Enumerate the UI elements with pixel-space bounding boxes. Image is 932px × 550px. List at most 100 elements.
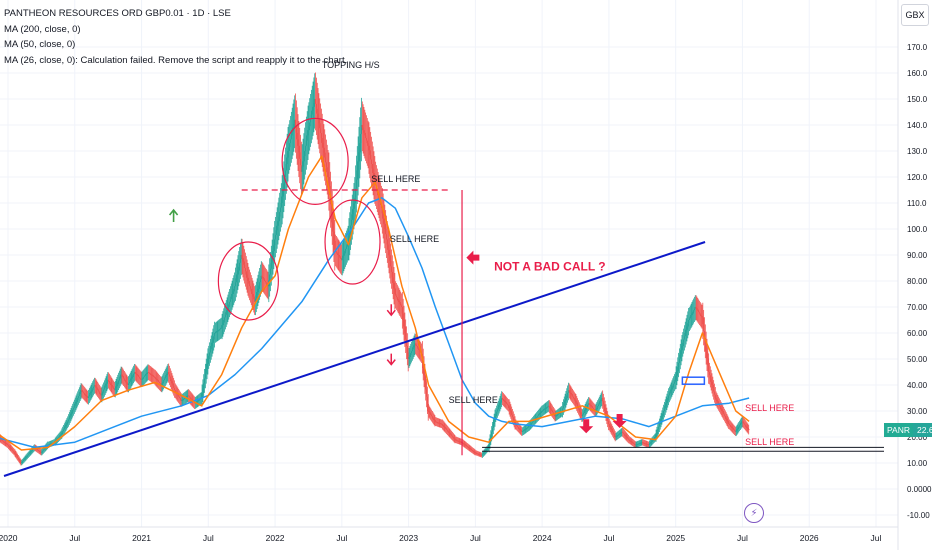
price-candle-body (372, 168, 374, 174)
price-candle-body (64, 426, 66, 428)
price-candle-body (228, 304, 230, 307)
price-candle-body (729, 424, 732, 426)
price-candle-body (582, 412, 585, 415)
price-candle-body (475, 452, 478, 454)
price-candle-body (82, 391, 84, 393)
price-candle-body (581, 414, 583, 417)
pattern-circle[interactable] (324, 199, 381, 285)
price-candle-body (642, 442, 644, 444)
lightning-bolt-icon[interactable]: ⚡ (744, 503, 764, 523)
price-candle-body (698, 312, 701, 314)
price-candle-body (652, 439, 654, 441)
price-candle-body (87, 396, 90, 398)
trendline[interactable] (3, 241, 706, 477)
price-candle-body (62, 429, 65, 432)
left-arrow-icon (466, 250, 480, 265)
price-candle-body (369, 150, 371, 155)
price-candle-body (213, 336, 215, 340)
price-candle-body (154, 377, 157, 379)
price-candle-body (449, 432, 451, 434)
highlight-box[interactable] (681, 376, 706, 385)
price-candle-body (2, 440, 5, 442)
price-candle-body (501, 398, 504, 399)
price-candle-body (697, 310, 700, 313)
pattern-circle[interactable] (217, 241, 279, 321)
price-candle-body (401, 307, 404, 314)
price-candle-body (521, 430, 523, 432)
price-candle-body (697, 309, 699, 311)
annotation-sell5[interactable]: SELL HERE (745, 437, 794, 447)
price-candle-body (510, 410, 512, 413)
price-candle-body (147, 372, 150, 373)
price-candle-body (19, 460, 21, 462)
price-candle-body (198, 399, 201, 401)
price-candle-body (234, 282, 237, 287)
price-candle-body (432, 417, 434, 419)
price-candle-body (386, 239, 389, 245)
price-candle-body (536, 416, 538, 418)
price-candle-body (22, 460, 25, 462)
price-candle-body (305, 140, 308, 146)
annotation-sell4[interactable]: SELL HERE (745, 403, 794, 413)
price-candle-body (105, 383, 107, 386)
price-candle-body (143, 375, 146, 377)
price-candle-body (262, 277, 264, 279)
price-candle-body (236, 274, 238, 279)
price-candle-body (500, 400, 502, 403)
price-candle-body (571, 395, 574, 397)
price-candle-body (318, 118, 320, 124)
last-price-tag: PANR 22.65 (884, 423, 932, 437)
price-candle-body (687, 323, 689, 327)
currency-selector[interactable]: GBX (901, 4, 929, 26)
price-candle-body (125, 381, 127, 383)
price-candle-body (536, 415, 539, 417)
price-candle-body (605, 411, 607, 415)
price-candle-body (742, 421, 744, 423)
price-candle-body (711, 381, 713, 385)
price-candle-body (333, 231, 335, 241)
price-candle-body (3, 441, 5, 443)
price-candle-body (291, 131, 293, 136)
price-candle-body (48, 444, 51, 446)
price-candle-body (587, 403, 590, 405)
price-candle-body (206, 363, 208, 369)
price-candle-body (109, 382, 111, 384)
price-candle-body (657, 429, 659, 432)
pattern-circle[interactable] (281, 117, 349, 205)
annotation-sell2[interactable]: SELL HERE (390, 234, 439, 244)
price-candle-body (221, 325, 223, 328)
price-candle-body (412, 347, 414, 350)
price-candle-body (248, 283, 251, 287)
price-candle-body (394, 294, 397, 296)
price-candle-body (616, 435, 618, 437)
price-candle-body (90, 391, 92, 394)
price-candle-body (736, 429, 738, 431)
price-candle-body (514, 421, 516, 424)
price-candle-body (622, 432, 625, 434)
annotation-sell1[interactable]: SELL HERE (371, 174, 420, 184)
down-arrow-icon (612, 414, 627, 428)
annotation-sell3[interactable]: SELL HERE (449, 395, 498, 405)
price-candle-body (714, 394, 717, 398)
price-candle-body (240, 255, 242, 259)
price-candle-body (21, 462, 23, 464)
annotation-not_bad[interactable]: NOT A BAD CALL ? (494, 260, 606, 274)
price-candle-body (662, 413, 664, 417)
price-candle-body (357, 161, 359, 171)
x-tick-label: Jul (470, 533, 481, 543)
price-candle-body (723, 414, 726, 416)
price-candle-body (603, 404, 606, 408)
price-candle-body (665, 403, 667, 406)
price-candle-body (744, 424, 747, 426)
annotation-topping[interactable]: TOPPING H/S (322, 60, 380, 70)
price-candle-body (664, 405, 666, 409)
price-candle-body (8, 445, 10, 447)
price-candle-body (16, 456, 19, 458)
x-tick-label: Jul (871, 533, 882, 543)
price-candle-body (572, 396, 575, 398)
price-candle-body (233, 286, 236, 289)
price-candle-body (255, 295, 257, 299)
price-candle-body (311, 110, 313, 115)
